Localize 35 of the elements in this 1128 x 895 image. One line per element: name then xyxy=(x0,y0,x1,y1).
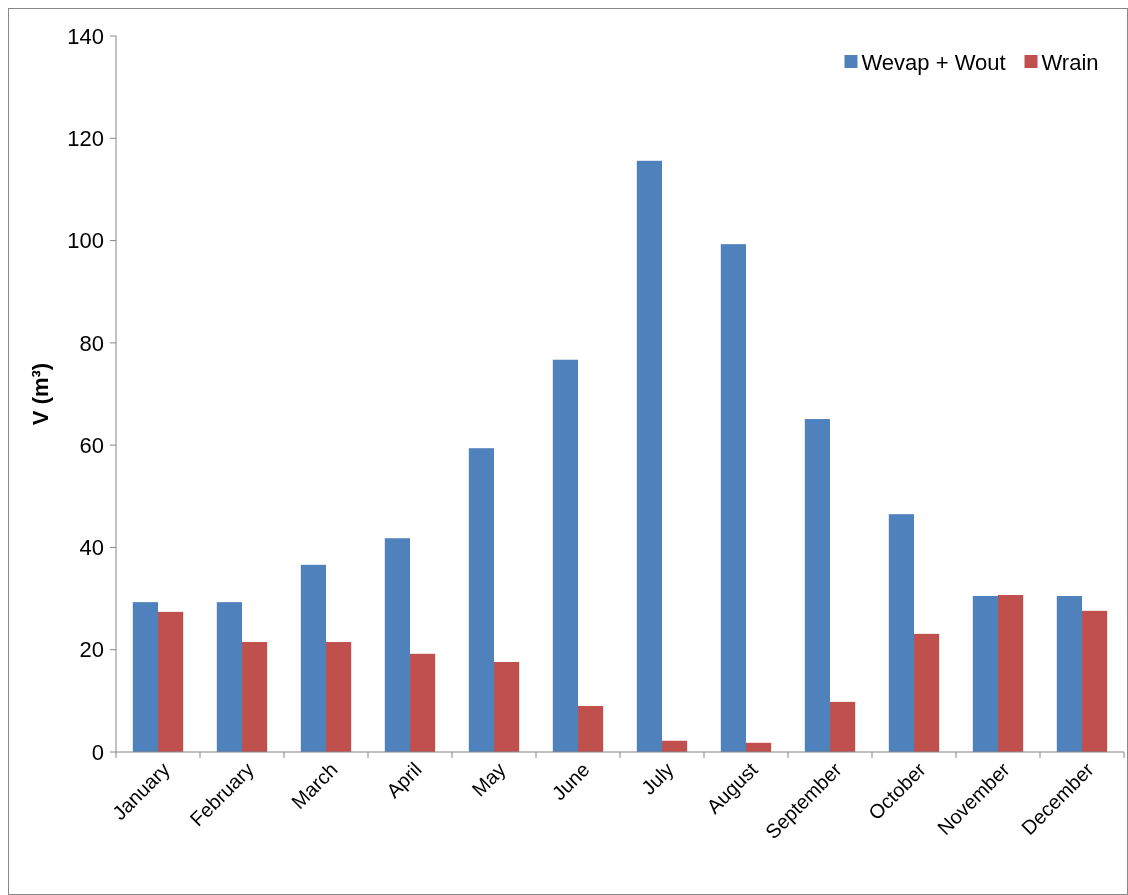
bar xyxy=(132,602,158,752)
y-tick-label: 140 xyxy=(67,23,104,49)
bar xyxy=(636,160,662,752)
bar xyxy=(914,633,940,752)
bar xyxy=(972,596,998,752)
bar xyxy=(300,564,326,752)
y-tick-label: 60 xyxy=(79,432,104,458)
bar xyxy=(804,419,830,752)
bar xyxy=(410,653,436,752)
bar xyxy=(830,701,856,752)
y-axis-title: V (m³) xyxy=(28,362,53,426)
x-tick-label: May xyxy=(467,758,510,801)
bar xyxy=(998,594,1024,752)
bar xyxy=(1082,610,1108,752)
bar xyxy=(552,359,578,752)
y-tick-label: 100 xyxy=(67,228,104,254)
y-tick-label: 40 xyxy=(79,535,104,561)
bar xyxy=(326,642,352,752)
y-tick-label: 0 xyxy=(91,739,104,765)
bar xyxy=(888,514,914,752)
bar xyxy=(158,611,184,752)
y-tick-label: 20 xyxy=(79,637,104,663)
bar xyxy=(468,448,494,752)
x-tick-label: July xyxy=(637,758,678,799)
legend-label: Wevap + Wout xyxy=(861,49,1006,75)
bar xyxy=(494,661,520,752)
y-tick-label: 120 xyxy=(67,125,104,151)
legend-label: Wrain xyxy=(1041,49,1099,75)
bar xyxy=(216,602,242,752)
bar xyxy=(578,705,604,752)
bar xyxy=(242,642,268,752)
bar xyxy=(720,244,746,752)
bar xyxy=(384,538,410,752)
bar xyxy=(1056,596,1082,752)
y-tick-label: 80 xyxy=(79,330,104,356)
